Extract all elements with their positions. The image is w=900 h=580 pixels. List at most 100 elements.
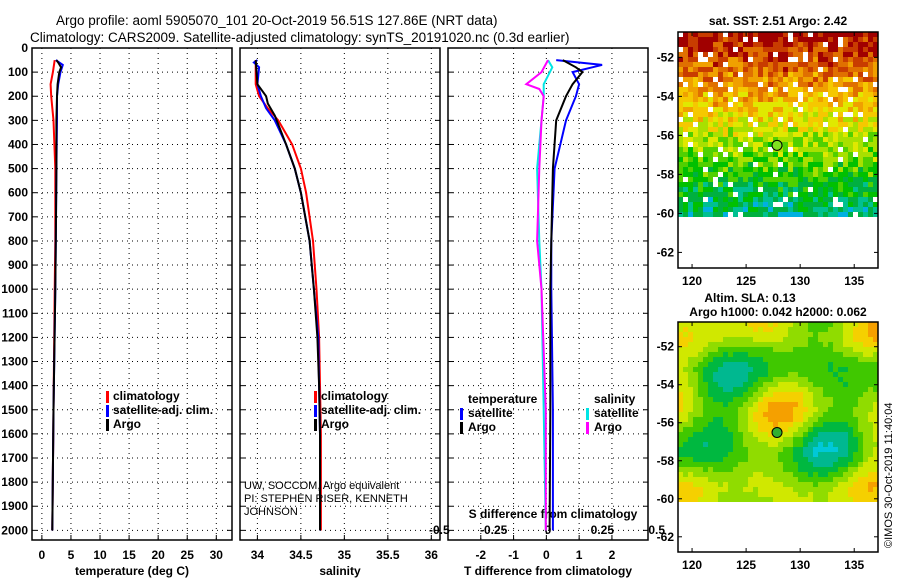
map-cell (768, 322, 773, 327)
map-cell (873, 77, 878, 82)
map-cell (793, 77, 798, 82)
map-cell (833, 492, 838, 497)
map-cell (828, 427, 833, 432)
map-cell (743, 82, 748, 87)
map-cell (743, 52, 748, 57)
map-cell (718, 432, 723, 437)
map-cell (728, 192, 733, 197)
map-cell (823, 187, 828, 192)
map-cell (788, 82, 793, 87)
x-tick-label: 15 (122, 548, 136, 562)
map-cell (693, 97, 698, 102)
map-cell (773, 152, 778, 157)
map-cell (678, 122, 683, 127)
map-cell (753, 477, 758, 482)
map-cell (788, 167, 793, 172)
map-cell (863, 197, 868, 202)
map-cell (863, 212, 868, 217)
map-cell (793, 87, 798, 92)
map-cell (758, 372, 763, 377)
map-cell (813, 447, 818, 452)
map-cell (678, 442, 683, 447)
map-cell (728, 407, 733, 412)
map-cell (803, 42, 808, 47)
map-cell (828, 197, 833, 202)
map-cell (688, 462, 693, 467)
map-cell (723, 212, 728, 217)
map-cell (763, 477, 768, 482)
map-cell (728, 327, 733, 332)
map-cell (798, 452, 803, 457)
map-cell (858, 482, 863, 487)
map-cell (853, 57, 858, 62)
map-cell (698, 477, 703, 482)
map-cell (833, 377, 838, 382)
map-cell (733, 327, 738, 332)
map-cell (818, 197, 823, 202)
map-cell (728, 437, 733, 442)
map-cell (748, 407, 753, 412)
map-cell (728, 442, 733, 447)
map-cell (698, 407, 703, 412)
map-cell (758, 142, 763, 147)
map-cell (803, 382, 808, 387)
map-cell (788, 202, 793, 207)
map-cell (723, 342, 728, 347)
map-cell (753, 172, 758, 177)
map-cell (728, 372, 733, 377)
map-cell (828, 342, 833, 347)
map-cell (693, 132, 698, 137)
map-cell (798, 462, 803, 467)
map-cell (808, 207, 813, 212)
map-cell (738, 407, 743, 412)
map-cell (803, 397, 808, 402)
map-cell (828, 132, 833, 137)
map-cell (803, 127, 808, 132)
map-cell (858, 487, 863, 492)
map-cell (863, 102, 868, 107)
map-cell (858, 77, 863, 82)
map-cell (833, 417, 838, 422)
map-cell (713, 42, 718, 47)
map-cell (848, 447, 853, 452)
map-cell (868, 107, 873, 112)
legend-label: climatology (113, 389, 180, 403)
map-cell (843, 487, 848, 492)
map-cell (843, 412, 848, 417)
map-cell (848, 122, 853, 127)
map-cell (678, 142, 683, 147)
map-cell (833, 327, 838, 332)
x-tick-label: 5 (68, 548, 75, 562)
map-cell (818, 342, 823, 347)
map-cell (708, 337, 713, 342)
map-cell (678, 57, 683, 62)
map-cell (748, 77, 753, 82)
map-cell (738, 107, 743, 112)
map-cell (748, 182, 753, 187)
map-cell (843, 142, 848, 147)
map-cell (698, 342, 703, 347)
map-cell (753, 132, 758, 137)
map-cell (858, 327, 863, 332)
map-cell (853, 187, 858, 192)
map-cell (828, 367, 833, 372)
map-cell (708, 157, 713, 162)
map-cell (853, 372, 858, 377)
map-cell (763, 147, 768, 152)
map-cell (743, 462, 748, 467)
map-cell (698, 142, 703, 147)
map-cell (803, 47, 808, 52)
map-cell (868, 127, 873, 132)
map-cell (773, 447, 778, 452)
map-cell (788, 187, 793, 192)
map-cell (743, 422, 748, 427)
map-cell (773, 132, 778, 137)
map-cell (718, 47, 723, 52)
map-cell (718, 167, 723, 172)
map-cell (778, 347, 783, 352)
map-cell (853, 472, 858, 477)
map-cell (773, 357, 778, 362)
map-cell (838, 422, 843, 427)
map-cell (793, 97, 798, 102)
map-cell (773, 177, 778, 182)
